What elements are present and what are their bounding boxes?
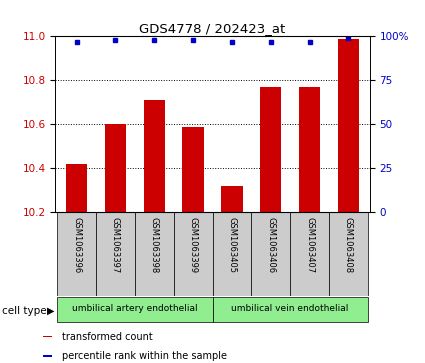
Bar (96, 212, 135, 296)
Text: GSM1063408: GSM1063408 (344, 216, 353, 273)
Title: GDS4778 / 202423_at: GDS4778 / 202423_at (139, 22, 286, 35)
Bar (144, 100, 165, 212)
Text: percentile rank within the sample: percentile rank within the sample (62, 351, 227, 362)
Bar (221, 186, 243, 212)
Bar (135, 212, 174, 296)
Text: GSM1063405: GSM1063405 (227, 216, 236, 273)
Bar (105, 124, 126, 212)
Bar (338, 38, 359, 212)
Text: GSM1063407: GSM1063407 (305, 216, 314, 273)
Bar (57, 297, 212, 322)
Bar (212, 212, 251, 296)
Text: ▶: ▶ (47, 306, 54, 316)
Bar (260, 87, 281, 212)
Bar (290, 212, 329, 296)
Text: umbilical artery endothelial: umbilical artery endothelial (72, 305, 198, 313)
Bar (42, 335, 52, 337)
Bar (299, 87, 320, 212)
Bar (212, 297, 368, 322)
Text: GSM1063398: GSM1063398 (150, 216, 159, 273)
Text: cell type: cell type (2, 306, 47, 316)
Bar (57, 212, 96, 296)
Bar (42, 355, 52, 357)
Text: umbilical vein endothelial: umbilical vein endothelial (232, 305, 349, 313)
Bar (174, 212, 212, 296)
Bar (182, 127, 204, 212)
Text: GSM1063396: GSM1063396 (72, 216, 81, 273)
Text: GSM1063397: GSM1063397 (111, 216, 120, 273)
Text: GSM1063406: GSM1063406 (266, 216, 275, 273)
Text: GSM1063399: GSM1063399 (189, 216, 198, 273)
Bar (251, 212, 290, 296)
Text: transformed count: transformed count (62, 332, 153, 342)
Bar (329, 212, 368, 296)
Bar (66, 164, 87, 212)
